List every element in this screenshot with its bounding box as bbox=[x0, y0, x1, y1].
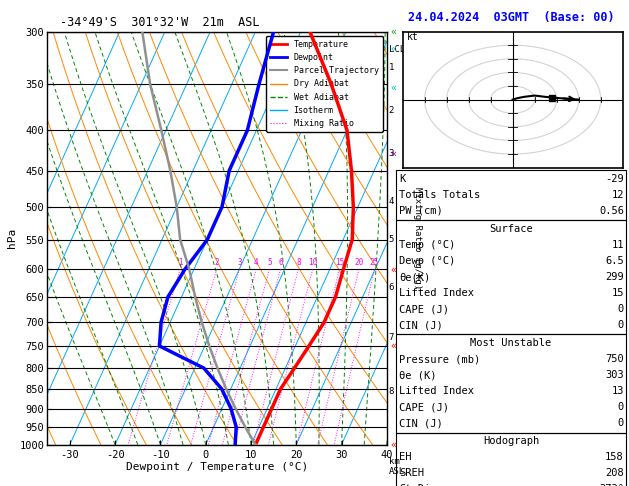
Text: «: « bbox=[390, 341, 396, 351]
Text: «: « bbox=[390, 149, 396, 159]
Text: «: « bbox=[390, 44, 396, 54]
Text: 1: 1 bbox=[389, 63, 394, 72]
Text: θe (K): θe (K) bbox=[399, 370, 437, 380]
Text: 13: 13 bbox=[611, 386, 624, 396]
Text: 0: 0 bbox=[618, 320, 624, 330]
Text: 7: 7 bbox=[389, 333, 394, 342]
Text: 0: 0 bbox=[618, 402, 624, 412]
Text: CIN (J): CIN (J) bbox=[399, 418, 443, 428]
Text: 2: 2 bbox=[389, 106, 394, 115]
Text: Surface: Surface bbox=[489, 224, 533, 234]
Text: Hodograph: Hodograph bbox=[483, 436, 539, 446]
Text: 158: 158 bbox=[605, 452, 624, 462]
Text: 15: 15 bbox=[335, 259, 344, 267]
Text: kt: kt bbox=[407, 32, 419, 42]
Text: km: km bbox=[389, 457, 399, 466]
Text: 273°: 273° bbox=[599, 485, 624, 486]
Text: 4: 4 bbox=[389, 197, 394, 206]
Text: 6: 6 bbox=[278, 259, 283, 267]
X-axis label: Dewpoint / Temperature (°C): Dewpoint / Temperature (°C) bbox=[126, 462, 308, 472]
Text: Dewp (°C): Dewp (°C) bbox=[399, 256, 455, 266]
Text: Most Unstable: Most Unstable bbox=[470, 338, 552, 348]
Text: 8: 8 bbox=[389, 387, 394, 396]
Text: 0: 0 bbox=[618, 418, 624, 428]
Text: 8: 8 bbox=[296, 259, 301, 267]
Text: Totals Totals: Totals Totals bbox=[399, 190, 481, 200]
Text: θe(K): θe(K) bbox=[399, 272, 431, 282]
Text: 6: 6 bbox=[389, 282, 394, 292]
Text: 4: 4 bbox=[253, 259, 259, 267]
Text: 208: 208 bbox=[605, 469, 624, 478]
Text: CAPE (J): CAPE (J) bbox=[399, 402, 449, 412]
Text: 5: 5 bbox=[267, 259, 272, 267]
Text: «: « bbox=[390, 27, 396, 36]
Text: -29: -29 bbox=[605, 174, 624, 184]
Text: 15: 15 bbox=[611, 288, 624, 298]
Text: «: « bbox=[390, 264, 396, 275]
Legend: Temperature, Dewpoint, Parcel Trajectory, Dry Adiabat, Wet Adiabat, Isotherm, Mi: Temperature, Dewpoint, Parcel Trajectory… bbox=[266, 36, 382, 132]
Text: 303: 303 bbox=[605, 370, 624, 380]
Text: 12: 12 bbox=[611, 190, 624, 200]
Text: 3: 3 bbox=[389, 150, 394, 158]
Text: Temp (°C): Temp (°C) bbox=[399, 240, 455, 250]
Text: 2: 2 bbox=[214, 259, 219, 267]
Text: -34°49'S  301°32'W  21m  ASL: -34°49'S 301°32'W 21m ASL bbox=[60, 16, 259, 29]
Text: PW (cm): PW (cm) bbox=[399, 206, 443, 216]
Text: K: K bbox=[399, 174, 406, 184]
Text: 0: 0 bbox=[618, 304, 624, 314]
Text: Pressure (mb): Pressure (mb) bbox=[399, 354, 481, 364]
Text: 1: 1 bbox=[178, 259, 182, 267]
Y-axis label: hPa: hPa bbox=[7, 228, 16, 248]
Text: Mixing Ratio (g/kg): Mixing Ratio (g/kg) bbox=[413, 187, 422, 289]
Text: 25: 25 bbox=[370, 259, 379, 267]
Text: SREH: SREH bbox=[399, 469, 425, 478]
Text: 6.5: 6.5 bbox=[605, 256, 624, 266]
Text: CIN (J): CIN (J) bbox=[399, 320, 443, 330]
Text: 5: 5 bbox=[389, 235, 394, 244]
Text: CAPE (J): CAPE (J) bbox=[399, 304, 449, 314]
Text: Lifted Index: Lifted Index bbox=[399, 288, 474, 298]
Text: 20: 20 bbox=[354, 259, 364, 267]
Text: 299: 299 bbox=[605, 272, 624, 282]
Text: LCL: LCL bbox=[389, 45, 404, 53]
Text: 11: 11 bbox=[611, 240, 624, 250]
Text: «: « bbox=[390, 82, 396, 92]
Text: Lifted Index: Lifted Index bbox=[399, 386, 474, 396]
Text: 0.56: 0.56 bbox=[599, 206, 624, 216]
Text: 10: 10 bbox=[308, 259, 317, 267]
Text: 24.04.2024  03GMT  (Base: 00): 24.04.2024 03GMT (Base: 00) bbox=[408, 11, 615, 24]
Text: StmDir: StmDir bbox=[399, 485, 437, 486]
Text: EH: EH bbox=[399, 452, 412, 462]
Text: 750: 750 bbox=[605, 354, 624, 364]
Text: «: « bbox=[390, 440, 396, 450]
Text: ASL: ASL bbox=[389, 467, 404, 476]
Text: 3: 3 bbox=[237, 259, 242, 267]
